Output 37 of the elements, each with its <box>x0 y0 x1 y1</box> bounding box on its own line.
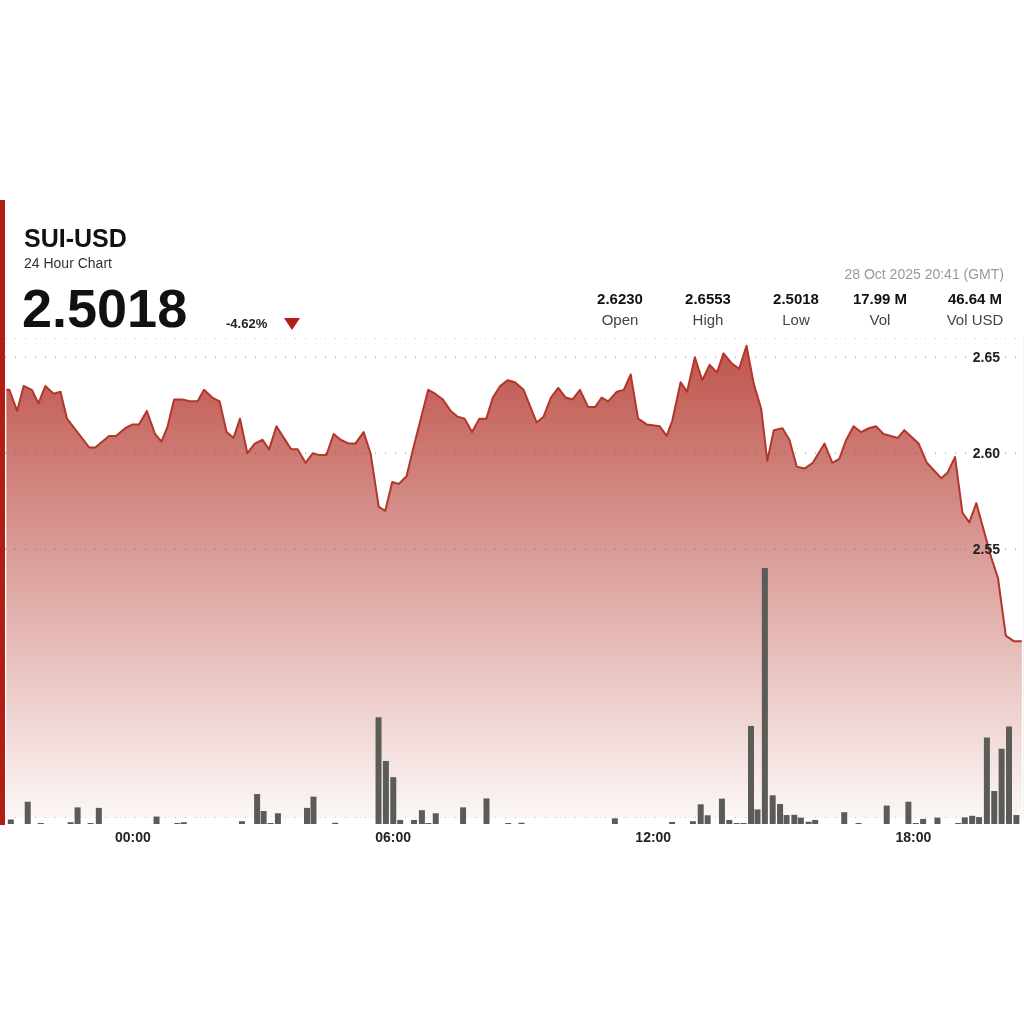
chart-title: SUI-USD <box>24 224 127 253</box>
y-tick-label: 2.65 <box>972 349 1001 366</box>
bar <box>883 805 890 824</box>
bar <box>7 819 14 824</box>
text: 2.6553 <box>684 290 732 307</box>
text: 2.5018 <box>772 290 820 307</box>
bar <box>483 798 490 824</box>
bar <box>432 813 439 824</box>
chart-subtitle: 24 Hour Chart <box>24 255 112 271</box>
text: 17.99 M <box>851 290 909 307</box>
x-tick-label: 18:00 <box>895 828 932 845</box>
bar <box>934 817 941 824</box>
bar <box>460 807 467 824</box>
bar <box>669 821 676 824</box>
bar <box>611 818 618 824</box>
text: 46.64 M <box>946 290 1004 307</box>
bar <box>95 807 102 824</box>
text: -4.62% <box>226 316 268 331</box>
bar <box>841 812 848 824</box>
bar <box>153 816 160 824</box>
x-tick-label: 00:00 <box>115 828 152 845</box>
y-tick-label: 2.60 <box>972 445 1001 462</box>
bar <box>24 801 31 824</box>
bar <box>689 821 696 824</box>
text: High <box>691 311 725 328</box>
text: Open <box>600 311 640 328</box>
text: Vol <box>868 311 892 328</box>
x-tick-label: 06:00 <box>375 828 412 845</box>
bar <box>411 819 418 824</box>
annotation: 2.5018 <box>22 278 188 338</box>
text: 28 Oct 2025 20:41 (GMT) <box>844 266 1004 282</box>
bar <box>238 821 245 824</box>
text: Vol USD <box>945 311 1005 328</box>
x-tick-label: 12:00 <box>635 828 672 845</box>
bar <box>905 801 912 824</box>
text: Low <box>781 311 811 328</box>
text: 2.6230 <box>596 290 644 307</box>
